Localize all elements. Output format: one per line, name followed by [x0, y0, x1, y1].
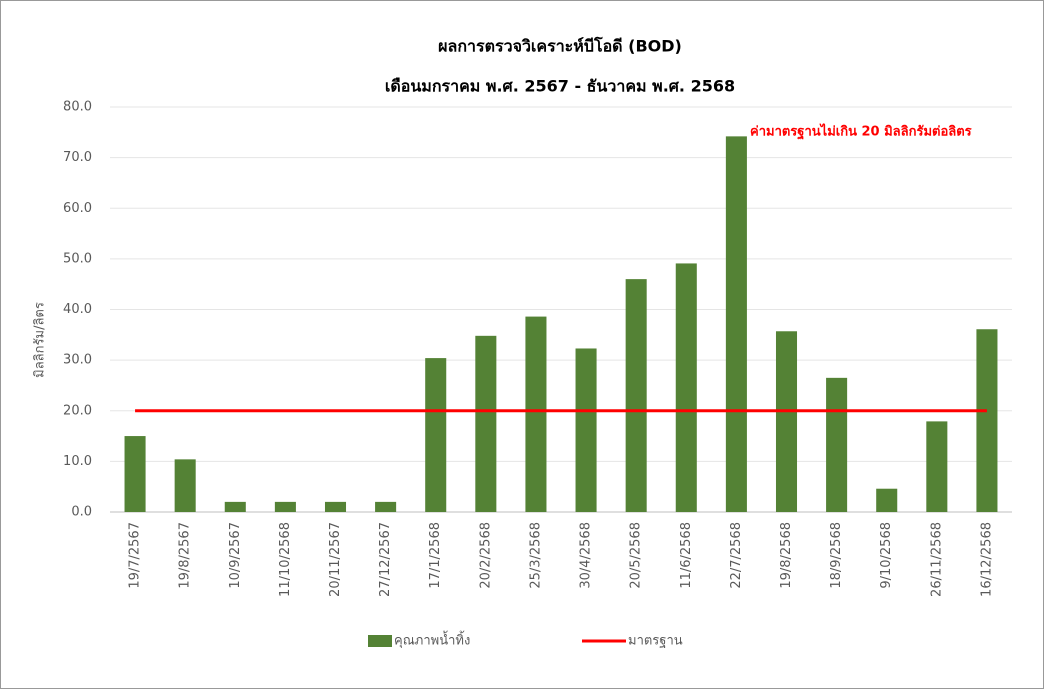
bar	[274, 501, 296, 512]
x-tick-label: 9/10/2568	[879, 522, 894, 589]
bar	[625, 279, 647, 512]
bar	[826, 377, 848, 512]
y-tick-label: 40.0	[63, 302, 92, 317]
x-tick-label: 19/8/2568	[779, 522, 794, 589]
x-tick-label: 25/3/2568	[528, 522, 543, 589]
x-tick-label: 27/12/2567	[378, 522, 393, 597]
bar	[775, 331, 798, 512]
bar	[926, 421, 948, 512]
y-tick-label: 30.0	[63, 353, 92, 368]
bar	[675, 263, 697, 512]
bar	[475, 335, 497, 512]
x-tick-label: 17/1/2568	[428, 522, 443, 589]
bar	[224, 501, 246, 512]
chart-title: ผลการตรวจวิเคราะห์บีโอดี (BOD)	[438, 36, 682, 56]
x-tick-label: 18/9/2568	[829, 522, 844, 589]
bar	[174, 459, 196, 512]
bar	[375, 501, 397, 512]
x-tick-label: 19/8/2567	[178, 522, 193, 589]
x-tick-label: 30/4/2568	[579, 522, 594, 589]
legend-swatch	[368, 635, 392, 647]
y-tick-label: 20.0	[63, 403, 92, 418]
y-axis-label: มิลลิกรัม/ลิตร	[33, 302, 48, 378]
bar	[324, 501, 347, 512]
x-tick-label: 26/11/2568	[929, 522, 944, 597]
x-tick-label: 10/9/2567	[228, 522, 243, 589]
y-tick-label: 0.0	[71, 505, 92, 520]
y-tick-label: 50.0	[63, 251, 92, 266]
x-tick-label: 19/7/2567	[128, 522, 143, 589]
bar	[876, 488, 898, 512]
x-tick-label: 11/10/2568	[278, 522, 293, 597]
legend-label: มาตรฐาน	[628, 634, 683, 649]
x-tick-label: 20/11/2567	[328, 522, 343, 597]
y-tick-label: 60.0	[63, 201, 92, 216]
annotation: ค่ามาตรฐานไม่เกิน 20 มิลลิกรัมต่อลิตร	[750, 123, 972, 141]
x-tick-label: 20/5/2568	[629, 522, 644, 589]
chart-subtitle: เดือนมกราคม พ.ศ. 2567 - ธันวาคม พ.ศ. 256…	[385, 77, 735, 96]
bar	[575, 348, 597, 512]
x-tick-label: 16/12/2568	[979, 522, 994, 597]
bar	[124, 436, 146, 512]
bar	[425, 358, 447, 512]
y-tick-label: 80.0	[63, 100, 92, 115]
bar	[976, 329, 998, 512]
legend-label: คุณภาพน้ำทิ้ง	[394, 631, 470, 649]
x-tick-label: 11/6/2568	[679, 522, 694, 589]
y-tick-label: 10.0	[63, 454, 92, 469]
x-tick-label: 20/2/2568	[478, 522, 493, 589]
y-tick-label: 70.0	[63, 150, 92, 165]
x-tick-label: 22/7/2568	[729, 522, 744, 589]
bar	[725, 136, 747, 513]
bar	[525, 316, 547, 512]
